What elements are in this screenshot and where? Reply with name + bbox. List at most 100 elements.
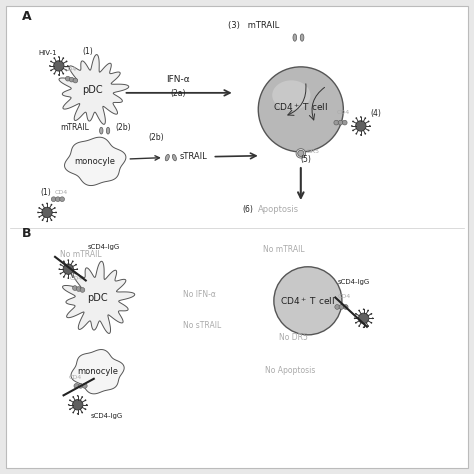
Circle shape [75,273,77,274]
Text: (1): (1) [41,188,52,197]
Circle shape [73,400,83,410]
Polygon shape [63,261,135,333]
Circle shape [368,120,369,122]
FancyBboxPatch shape [6,6,468,468]
Circle shape [63,264,73,274]
Circle shape [368,129,369,131]
Ellipse shape [272,80,310,110]
Circle shape [60,264,61,265]
Ellipse shape [293,34,297,41]
Ellipse shape [100,128,103,134]
Text: (6): (6) [243,205,254,214]
Polygon shape [59,55,129,124]
Circle shape [367,310,369,311]
Circle shape [365,133,366,135]
Circle shape [77,413,79,415]
Circle shape [82,412,83,413]
Circle shape [354,318,356,319]
Circle shape [352,129,354,131]
Circle shape [54,207,55,209]
Circle shape [80,288,85,292]
Circle shape [63,261,64,262]
Circle shape [355,322,357,324]
Text: CD4$^+$ T cell: CD4$^+$ T cell [273,101,328,113]
Circle shape [360,134,362,136]
Text: CD4: CD4 [68,375,82,380]
Text: IFN-α: IFN-α [166,75,190,84]
Circle shape [67,259,69,261]
Circle shape [335,305,339,310]
Circle shape [82,383,87,388]
Text: No DR5: No DR5 [279,333,308,342]
Circle shape [363,309,365,310]
Circle shape [85,400,86,401]
Text: mTRAIL: mTRAIL [60,123,89,132]
Circle shape [365,117,366,119]
Ellipse shape [173,155,176,161]
Circle shape [75,264,77,265]
Text: HIV-1: HIV-1 [38,50,57,56]
Circle shape [352,120,354,122]
Text: pDC: pDC [87,293,108,303]
Circle shape [60,197,64,201]
Text: B: B [22,227,31,240]
Circle shape [258,67,343,152]
Circle shape [86,404,88,406]
Ellipse shape [165,155,169,161]
Text: CD4$^+$ T cell: CD4$^+$ T cell [281,295,336,307]
Text: monocyle: monocyle [75,157,116,166]
Circle shape [63,276,64,278]
Text: DR5: DR5 [307,149,319,155]
Text: (3)   mTRAIL: (3) mTRAIL [228,21,279,30]
Text: No mTRAIL: No mTRAIL [60,250,101,259]
Text: sCD4-IgG: sCD4-IgG [88,244,120,250]
Text: CD4: CD4 [69,275,82,281]
Text: (2b): (2b) [115,123,131,132]
Ellipse shape [300,34,304,41]
Circle shape [343,305,348,310]
Circle shape [67,65,69,67]
Circle shape [369,125,371,127]
Circle shape [372,318,374,319]
Circle shape [55,211,57,213]
Circle shape [38,207,40,209]
Circle shape [63,57,64,59]
Text: No IFN-α: No IFN-α [182,291,216,300]
Text: CD4: CD4 [336,110,349,115]
Circle shape [50,70,52,71]
Circle shape [360,116,362,118]
Circle shape [74,383,79,388]
Text: (1): (1) [82,46,93,55]
Text: sTRAIL: sTRAIL [179,152,207,161]
Circle shape [76,268,78,270]
Circle shape [66,61,67,62]
Circle shape [54,73,55,74]
Circle shape [355,313,357,315]
Text: CD4: CD4 [55,190,68,194]
Circle shape [51,219,52,221]
Circle shape [73,286,77,291]
Circle shape [356,117,357,119]
Circle shape [358,325,360,327]
Circle shape [60,273,61,274]
Text: pDC: pDC [82,85,103,95]
Circle shape [58,56,60,58]
Circle shape [296,149,306,158]
Circle shape [85,409,86,410]
Circle shape [371,313,372,315]
Circle shape [55,197,60,201]
Text: CD4: CD4 [64,67,77,72]
Circle shape [72,261,73,262]
Circle shape [72,276,73,278]
Circle shape [58,74,60,76]
Circle shape [37,211,39,213]
Circle shape [69,400,71,401]
Circle shape [78,383,83,388]
Circle shape [82,396,83,398]
Circle shape [367,325,369,327]
Text: No mTRAIL: No mTRAIL [263,245,305,254]
Text: (5): (5) [301,155,312,164]
Circle shape [42,219,44,221]
Circle shape [334,120,338,125]
Circle shape [358,313,369,323]
